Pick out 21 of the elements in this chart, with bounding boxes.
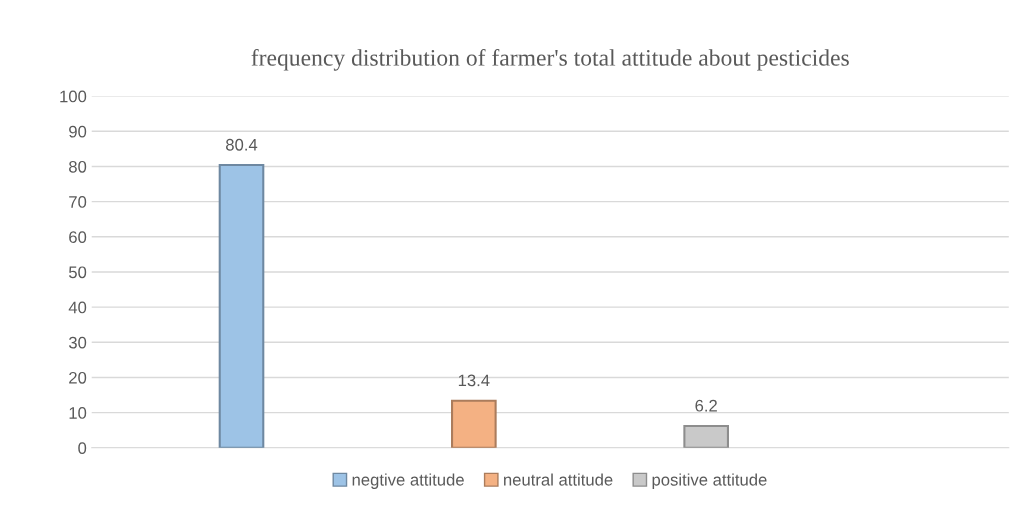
y-tick-label: 10 <box>69 407 87 419</box>
bar <box>218 164 265 448</box>
y-tick-label: 80 <box>69 160 87 173</box>
data-label: 6.2 <box>695 399 717 412</box>
chart-title: frequency distribution of farmer's total attitude about pesticides <box>251 48 849 71</box>
y-tick-label: 90 <box>69 125 87 138</box>
y-tick-label: 100 <box>60 90 87 103</box>
y-tick-label: 20 <box>69 371 87 384</box>
legend-label: neutral attitude <box>504 473 613 486</box>
data-label: 80.4 <box>226 138 258 151</box>
legend-label: positive attitude <box>652 473 767 489</box>
y-tick-label: 60 <box>69 231 87 244</box>
y-tick-label: 0 <box>78 442 87 455</box>
y-tick-label: 30 <box>68 336 87 349</box>
data-label: 13.4 <box>458 374 490 387</box>
y-tick-label: 50 <box>68 266 87 279</box>
bar <box>451 399 497 448</box>
bar <box>683 424 729 448</box>
y-tick-label: 40 <box>68 301 87 314</box>
legend-label: negtive attitude <box>352 473 464 489</box>
y-tick-label: 70 <box>69 196 87 208</box>
